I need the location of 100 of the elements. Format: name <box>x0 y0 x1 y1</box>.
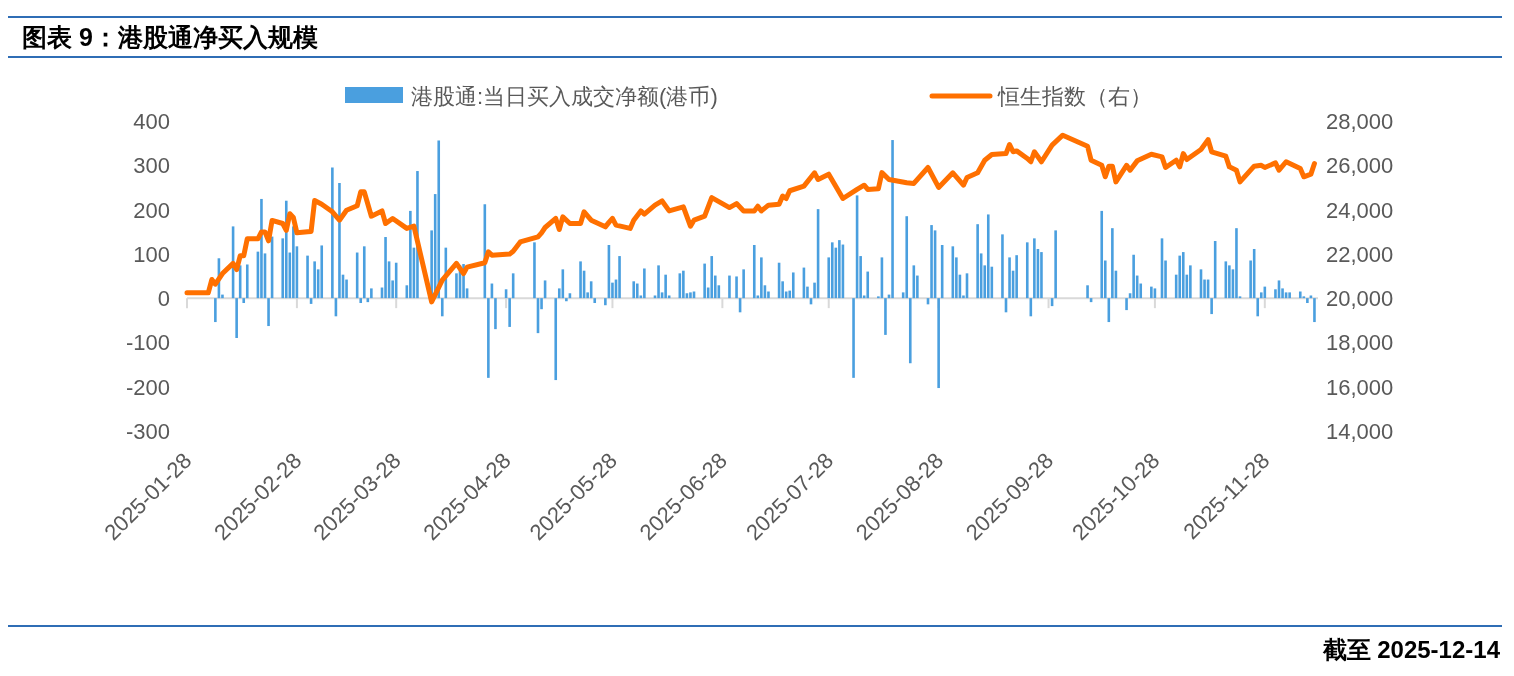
bar <box>245 264 249 299</box>
bar <box>338 183 341 299</box>
y2-tick-label: 24,000 <box>1326 197 1394 223</box>
bar <box>735 276 738 299</box>
bar <box>1181 252 1185 299</box>
bar <box>1054 230 1057 299</box>
y2-tick-label: 22,000 <box>1326 241 1394 267</box>
bar <box>884 298 887 335</box>
bar <box>494 298 497 330</box>
bar <box>1189 265 1192 299</box>
bar <box>593 298 597 304</box>
bar <box>260 198 263 299</box>
bar <box>830 242 834 299</box>
bar <box>703 263 706 299</box>
bar <box>1150 286 1153 299</box>
text: 截至 2025-12-14 <box>1321 636 1501 663</box>
chart-title: 图表 9：港股通净买入规模 <box>22 23 318 51</box>
bar <box>891 140 894 299</box>
bar <box>235 298 238 338</box>
y-tick-label: -200 <box>125 374 170 400</box>
bar <box>604 298 607 306</box>
bar <box>1228 265 1231 299</box>
y2-tick-label: 18,000 <box>1326 330 1394 356</box>
bar <box>791 272 795 299</box>
bar <box>359 298 363 304</box>
bar <box>752 245 756 299</box>
y-tick-label: -100 <box>125 330 170 356</box>
y2-tick-label: 14,000 <box>1326 419 1394 444</box>
bar <box>320 245 324 299</box>
bar <box>214 298 217 323</box>
y-tick-label: 0 <box>157 286 170 312</box>
bar <box>306 255 309 299</box>
bar <box>292 226 295 299</box>
bar <box>409 210 412 299</box>
bar <box>689 292 692 299</box>
bar <box>905 216 909 299</box>
y-tick-label: 200 <box>133 197 170 223</box>
bar <box>455 273 458 299</box>
y2-tick-label: 20,000 <box>1326 286 1394 312</box>
bar <box>1313 298 1316 323</box>
bar <box>242 298 246 304</box>
bar <box>1008 257 1011 299</box>
bar <box>643 268 646 299</box>
legend-label: 港股通:当日买入成交净额(港币) <box>411 84 718 109</box>
bar <box>1015 255 1018 299</box>
bar <box>1256 298 1260 317</box>
bar <box>682 270 685 299</box>
y-tick-label: 100 <box>133 241 170 267</box>
bar <box>1235 228 1238 299</box>
bar <box>362 246 366 299</box>
bar <box>866 271 870 299</box>
bar <box>345 279 348 299</box>
bar <box>384 237 387 299</box>
bar <box>1111 228 1114 299</box>
bar <box>1025 242 1029 299</box>
bar <box>1100 210 1104 299</box>
bar <box>313 261 316 299</box>
bar <box>728 275 731 299</box>
bar <box>930 225 933 299</box>
bar <box>1033 238 1036 299</box>
bar <box>1125 298 1128 311</box>
bar <box>1001 234 1004 299</box>
bar <box>508 298 511 327</box>
bar <box>908 298 912 364</box>
bar <box>632 281 636 299</box>
bar <box>852 298 855 378</box>
bar <box>664 274 667 299</box>
bar <box>976 224 979 299</box>
bar <box>618 256 621 299</box>
bar <box>1132 254 1135 299</box>
y2-tick-label: 16,000 <box>1326 374 1394 400</box>
bar <box>742 269 745 299</box>
legend-label: 恒生指数（右） <box>997 84 1152 109</box>
y2-tick-label: 28,000 <box>1326 109 1394 134</box>
bar <box>710 256 714 299</box>
bar <box>533 242 536 299</box>
bar <box>370 288 373 299</box>
y-tick-label: 300 <box>133 153 170 179</box>
bar <box>838 240 841 299</box>
y-tick-label: -300 <box>125 419 170 444</box>
y2-tick-label: 26,000 <box>1326 153 1394 179</box>
bar <box>657 265 660 299</box>
bar <box>579 261 582 299</box>
bar <box>1298 291 1302 299</box>
bar <box>331 167 334 299</box>
bar <box>635 283 639 299</box>
bar <box>1288 292 1291 299</box>
bar <box>1306 298 1309 304</box>
bar <box>565 298 568 302</box>
bar <box>986 214 990 299</box>
bar <box>437 140 441 299</box>
bar <box>1086 285 1089 299</box>
bar <box>937 298 940 389</box>
bar <box>1178 255 1182 299</box>
bar <box>760 257 763 299</box>
bar <box>554 298 558 381</box>
y-tick-label: 400 <box>133 109 170 134</box>
bar <box>1040 252 1043 299</box>
bar <box>440 298 444 317</box>
bar <box>267 298 270 327</box>
